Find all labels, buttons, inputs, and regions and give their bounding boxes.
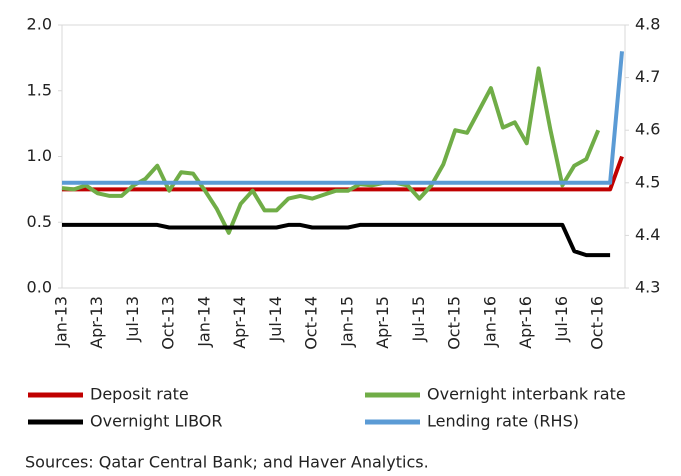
y-tick-label: 2.0 <box>27 15 52 34</box>
x-tick-label: Apr-13 <box>87 296 106 349</box>
x-tick-label: Jan-13 <box>52 296 71 348</box>
source-note: Sources: Qatar Central Bank; and Haver A… <box>25 453 429 472</box>
x-tick-label: Jul-15 <box>409 296 428 342</box>
y-tick-label: 0.0 <box>27 278 52 297</box>
legend-label: Overnight LIBOR <box>90 412 222 431</box>
x-tick-label: Jul-14 <box>266 296 285 342</box>
y-tick-label: 1.5 <box>27 80 52 99</box>
x-tick-label: Jan-15 <box>337 296 356 348</box>
y2-tick-label: 4.8 <box>635 15 660 34</box>
x-tick-label: Apr-15 <box>373 296 392 349</box>
legend-label: Lending rate (RHS) <box>427 412 579 431</box>
series-line <box>62 222 611 258</box>
x-tick-label: Oct-15 <box>445 296 464 350</box>
y2-tick-label: 4.7 <box>635 67 660 86</box>
x-tick-label: Apr-14 <box>230 296 249 349</box>
x-tick-label: Jan-16 <box>480 296 499 348</box>
x-tick-label: Oct-13 <box>159 296 178 350</box>
x-tick-label: Apr-16 <box>516 296 535 349</box>
x-tick-label: Oct-14 <box>302 296 321 350</box>
y-tick-label: 0.5 <box>27 212 52 231</box>
x-tick-label: Oct-16 <box>588 296 607 350</box>
series-line <box>61 66 601 235</box>
y-tick-label: 1.0 <box>27 146 52 165</box>
legend-label: Overnight interbank rate <box>427 385 626 404</box>
y2-tick-label: 4.3 <box>635 278 660 297</box>
x-tick-label: Jan-14 <box>194 296 213 348</box>
y2-tick-label: 4.5 <box>635 172 660 191</box>
series-line <box>62 51 624 185</box>
y2-tick-label: 4.6 <box>635 120 660 139</box>
x-tick-label: Jul-16 <box>552 296 571 342</box>
x-tick-label: Jul-13 <box>123 296 142 342</box>
y2-tick-label: 4.4 <box>635 225 660 244</box>
legend-label: Deposit rate <box>90 385 189 404</box>
plot-frame <box>61 24 626 289</box>
